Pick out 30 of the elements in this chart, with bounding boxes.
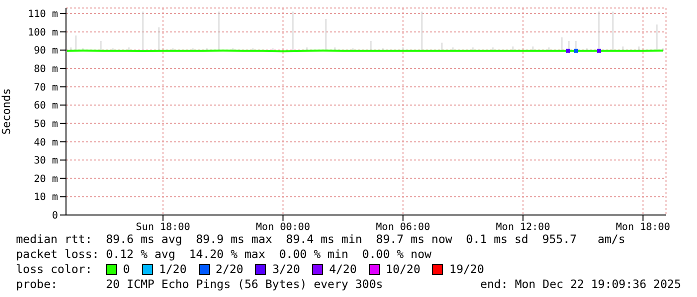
legend-label: 3/20 bbox=[272, 262, 300, 277]
y-tick-label: 30 m bbox=[34, 156, 58, 167]
y-tick-label: 40 m bbox=[34, 137, 58, 148]
y-tick-label: 70 m bbox=[34, 82, 58, 94]
y-tick-label: 80 m bbox=[34, 64, 58, 75]
legend-label: 0 bbox=[123, 262, 130, 277]
legend-label: 2/20 bbox=[216, 262, 244, 277]
text: median rtt: 89.6 ms avg 89.9 ms max 89.4 ms min 89.7 ms now 0.1 ms sd 955.7 am/s bbox=[16, 232, 626, 247]
y-tick-label: 10 m bbox=[34, 192, 58, 204]
text: packet loss: 0.12 % avg 14.20 % max 0.00 % min 0.00 % now bbox=[16, 247, 432, 262]
y-tick-label: 90 m bbox=[34, 46, 58, 57]
text: probe: 20 ICMP Echo Pings (56 Bytes) every 300s bbox=[16, 277, 383, 292]
y-tick-label: 110 m bbox=[28, 9, 58, 20]
y-tick-label: 60 m bbox=[34, 100, 58, 112]
legend-title: loss color: bbox=[16, 262, 94, 277]
legend-label: 19/20 bbox=[449, 262, 484, 277]
legend-label: 1/20 bbox=[158, 262, 187, 277]
x-tick-label: Mon 00:00 bbox=[256, 222, 310, 234]
x-tick-label: Mon 18:00 bbox=[616, 222, 670, 234]
y-tick-label: 50 m bbox=[34, 118, 58, 130]
legend-label: 10/20 bbox=[386, 262, 420, 277]
x-tick-label: Mon 06:00 bbox=[376, 222, 430, 234]
text: end: Mon Dec 22 19:09:36 2025 bbox=[480, 277, 681, 292]
y-tick-label: 100 m bbox=[28, 27, 58, 38]
x-tick-label: Mon 12:00 bbox=[496, 222, 550, 234]
x-tick-label: Sun 18:00 bbox=[136, 222, 190, 234]
y-tick-label: 20 m bbox=[34, 174, 58, 185]
y-axis-title: Seconds bbox=[0, 88, 13, 135]
legend-label: 4/20 bbox=[329, 262, 357, 277]
y-tick-label: 0 bbox=[52, 210, 58, 222]
